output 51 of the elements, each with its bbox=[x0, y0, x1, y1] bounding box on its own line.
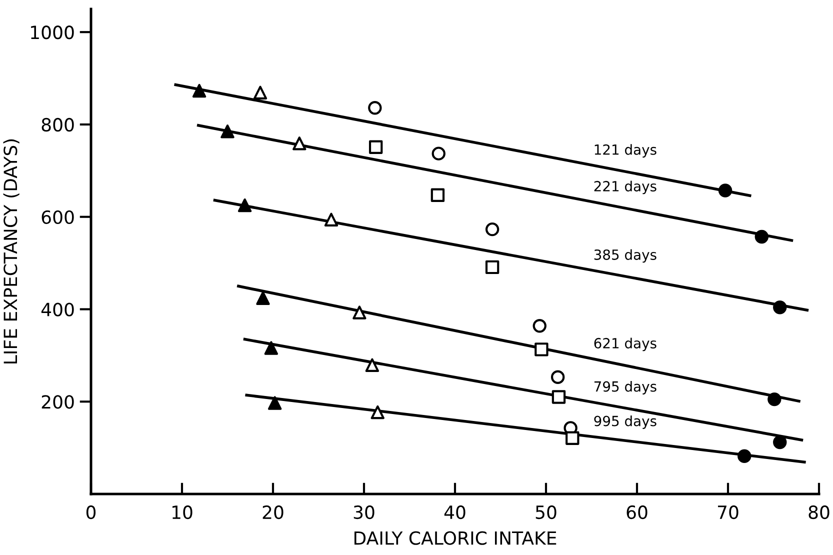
x-tick-label: 0 bbox=[86, 505, 96, 520]
point bbox=[534, 342, 548, 356]
point bbox=[352, 306, 366, 320]
x-tick-label: 60 bbox=[626, 505, 648, 520]
point bbox=[370, 405, 385, 420]
point bbox=[253, 86, 268, 100]
y-axis-title: LIFE EXPECTANCY (DAYS) bbox=[3, 139, 20, 364]
point bbox=[264, 341, 278, 355]
point bbox=[532, 319, 546, 333]
x-tick-label: 80 bbox=[808, 505, 830, 520]
point bbox=[220, 124, 234, 138]
point bbox=[550, 370, 565, 384]
point bbox=[552, 390, 566, 404]
y-tick-label: 400 bbox=[41, 302, 74, 316]
point bbox=[368, 100, 382, 115]
x-tick-label: 20 bbox=[262, 505, 284, 520]
point bbox=[292, 136, 306, 150]
x-tick-label: 70 bbox=[718, 505, 738, 520]
point bbox=[754, 230, 769, 244]
annotation: 795 days bbox=[594, 381, 656, 394]
point bbox=[430, 188, 445, 202]
point bbox=[432, 146, 446, 160]
annotation: 221 days bbox=[594, 180, 656, 194]
point bbox=[324, 212, 338, 226]
point bbox=[485, 260, 500, 274]
y-tick-label: 200 bbox=[42, 395, 74, 409]
point bbox=[773, 435, 787, 450]
y-tick-label: 1000 bbox=[31, 26, 74, 40]
point bbox=[773, 300, 787, 314]
y-tick-label: 600 bbox=[42, 210, 74, 224]
x-tick-label: 10 bbox=[172, 505, 192, 520]
x-tick-label: 40 bbox=[444, 505, 466, 520]
annotation: 995 days bbox=[594, 416, 656, 429]
point bbox=[368, 140, 383, 154]
point bbox=[256, 291, 270, 306]
point bbox=[238, 198, 252, 212]
point bbox=[192, 84, 206, 98]
point bbox=[485, 222, 500, 236]
x-tick-label: 30 bbox=[354, 505, 374, 520]
x-tick-label: 50 bbox=[536, 505, 556, 520]
point bbox=[566, 431, 580, 445]
annotation: 121 days bbox=[594, 144, 656, 158]
point bbox=[268, 396, 282, 410]
point bbox=[738, 449, 752, 463]
point bbox=[768, 392, 782, 406]
annotation: 385 days bbox=[594, 249, 656, 263]
y-tick-label: 800 bbox=[42, 118, 74, 132]
annotation: 621 days bbox=[594, 338, 656, 352]
x-axis-title: DAILY CALORIC INTAKE bbox=[354, 531, 556, 545]
point bbox=[365, 358, 380, 372]
point bbox=[718, 184, 732, 198]
